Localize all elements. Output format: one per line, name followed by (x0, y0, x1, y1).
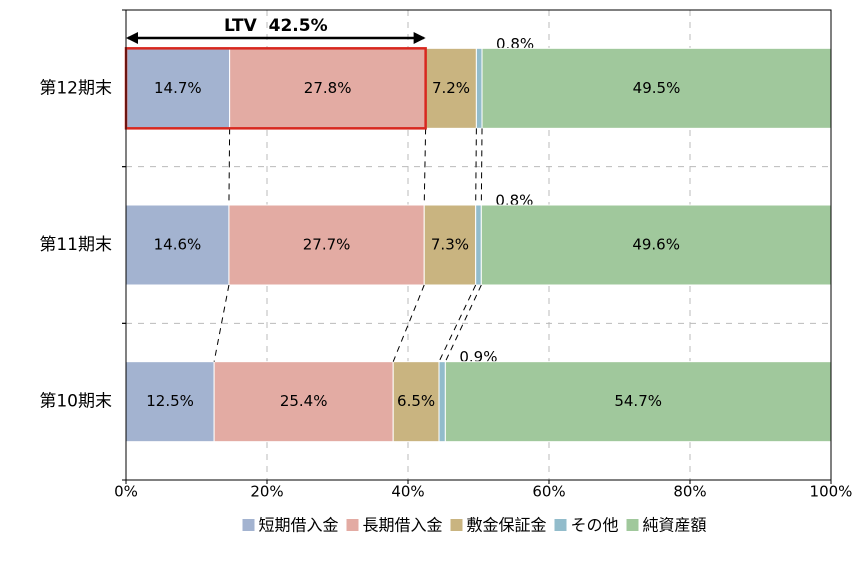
y-tick-label: 第10期末 (39, 392, 112, 412)
value-label: 27.8% (304, 79, 352, 97)
bar-segment (423, 204, 477, 286)
legend-swatch (450, 519, 463, 531)
connector (423, 128, 427, 206)
legend-swatch (626, 519, 639, 531)
value-label: 49.6% (632, 236, 680, 254)
bar-segment (475, 204, 482, 286)
bar-segment (125, 204, 230, 286)
legend-label: その他 (571, 516, 619, 535)
value-label: 7.2% (432, 79, 470, 97)
bar-segment (481, 47, 832, 129)
annotation: LTV 42.5% (224, 16, 328, 36)
bar-segment (229, 47, 427, 129)
bar-segment (444, 361, 832, 443)
legend-swatch (554, 519, 567, 531)
x-tick-label: 20% (250, 483, 283, 501)
bar-segment (228, 204, 425, 286)
connector (444, 284, 482, 362)
bar-segment (125, 361, 215, 443)
arrow-head (413, 32, 426, 44)
legend-swatch (346, 519, 359, 531)
bar-segment (125, 47, 231, 129)
connector (475, 128, 477, 206)
legend-swatch (242, 519, 255, 531)
connector (480, 128, 483, 206)
value-label: 49.5% (633, 79, 681, 97)
legend-label: 短期借入金 (259, 516, 339, 535)
connector (228, 128, 231, 206)
connector (438, 284, 477, 362)
bar-segment (475, 47, 483, 129)
value-label: 27.7% (303, 236, 351, 254)
connector (213, 284, 230, 362)
bar-segment (392, 361, 440, 443)
plot-border (125, 9, 832, 481)
x-tick-label: 80% (673, 483, 706, 501)
x-tick-label: 100% (810, 483, 853, 501)
value-label: 14.7% (154, 79, 202, 97)
y-tick-label: 第11期末 (39, 235, 112, 255)
value-label: 12.5% (146, 392, 194, 410)
arrow-head (126, 32, 138, 44)
y-tick-label: 第12期末 (39, 78, 112, 98)
legend-label: 純資産額 (643, 516, 707, 535)
value-label: 25.4% (280, 392, 328, 410)
bar-segment (213, 361, 394, 443)
bar-segment (480, 204, 832, 286)
value-label: 6.5% (397, 392, 435, 410)
value-label: 54.7% (614, 392, 662, 410)
value-label: 7.3% (431, 236, 469, 254)
value-label: 14.6% (154, 236, 202, 254)
legend-label: 長期借入金 (363, 516, 443, 535)
x-tick-label: 60% (532, 483, 565, 501)
x-tick-label: 0% (114, 483, 138, 501)
legend-label: 敷金保証金 (467, 516, 547, 535)
connector (392, 284, 425, 362)
x-tick-label: 40% (391, 483, 424, 501)
bar-segment (438, 361, 446, 443)
